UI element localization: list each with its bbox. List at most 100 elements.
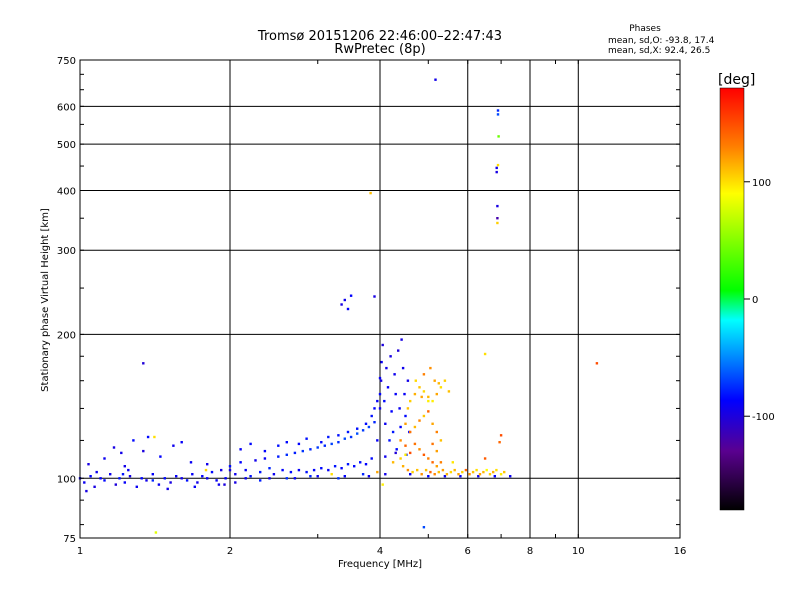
data-point	[263, 457, 267, 460]
data-point	[378, 392, 382, 396]
data-point	[404, 453, 407, 456]
data-point	[93, 485, 96, 488]
data-point	[384, 455, 387, 458]
data-point	[420, 473, 423, 476]
data-point	[201, 475, 204, 478]
data-point	[496, 113, 500, 116]
data-point	[180, 441, 183, 444]
data-point	[99, 477, 102, 480]
data-point	[411, 470, 414, 474]
data-point	[305, 470, 308, 474]
data-point	[281, 468, 284, 472]
data-point	[437, 470, 440, 474]
y-tick-label: 500	[57, 140, 76, 151]
data-point	[353, 465, 356, 468]
colorbar	[719, 87, 745, 511]
data-point	[151, 479, 154, 482]
data-point	[399, 457, 402, 460]
data-point	[457, 473, 460, 476]
data-point	[327, 468, 330, 472]
data-point	[121, 473, 125, 476]
data-point	[244, 468, 247, 472]
data-point	[397, 349, 400, 352]
data-point	[249, 475, 252, 478]
data-point	[509, 475, 512, 478]
data-point	[316, 446, 319, 449]
data-point	[595, 362, 599, 365]
colorbar-tick-label: 0	[752, 295, 758, 306]
data-point	[340, 303, 343, 306]
data-point	[316, 475, 319, 478]
data-point	[185, 479, 189, 482]
data-point	[323, 444, 326, 447]
data-point	[204, 468, 208, 472]
data-point	[370, 414, 373, 418]
data-point	[217, 483, 221, 486]
data-point	[83, 481, 86, 484]
data-point	[135, 485, 138, 488]
data-point	[492, 470, 495, 474]
data-point	[434, 78, 437, 81]
data-point	[239, 461, 242, 464]
data-point	[376, 399, 379, 403]
data-point	[427, 475, 430, 478]
data-point	[488, 473, 492, 476]
data-point	[431, 399, 434, 403]
data-point	[259, 470, 262, 474]
data-point	[234, 473, 237, 476]
data-point	[228, 468, 232, 472]
data-point	[109, 473, 112, 476]
data-point	[361, 473, 365, 476]
data-point	[422, 526, 426, 529]
data-point	[309, 475, 312, 478]
data-point	[376, 470, 379, 474]
data-point	[349, 435, 353, 439]
data-point	[409, 473, 412, 476]
data-point	[468, 473, 471, 476]
data-point	[228, 465, 232, 468]
data-point	[378, 376, 382, 380]
data-point	[196, 481, 199, 484]
data-point	[123, 481, 126, 484]
data-point	[381, 343, 384, 347]
data-point	[401, 465, 405, 468]
data-point	[142, 362, 145, 365]
data-point	[464, 468, 468, 472]
data-point	[406, 379, 410, 382]
data-point	[391, 461, 395, 464]
data-point	[95, 470, 98, 474]
y-tick-label: 600	[57, 102, 76, 113]
data-point	[118, 477, 121, 480]
data-point	[223, 483, 226, 486]
data-point	[340, 467, 343, 470]
data-point	[401, 366, 405, 370]
data-point	[482, 470, 485, 474]
data-point	[373, 295, 376, 298]
data-point	[367, 425, 371, 429]
data-point	[364, 422, 368, 425]
data-point	[277, 455, 280, 458]
data-point	[285, 453, 288, 456]
data-point	[394, 451, 397, 455]
x-tick-label: 6	[465, 546, 471, 557]
data-point	[180, 477, 183, 480]
data-point	[422, 453, 426, 456]
data-point	[496, 163, 500, 167]
data-point	[206, 477, 209, 480]
data-point	[297, 442, 301, 446]
data-point	[404, 414, 407, 418]
data-point	[435, 392, 438, 396]
data-point	[254, 459, 257, 462]
chart-title: Tromsø 20151206 22:46:00–22:47:43	[257, 29, 502, 44]
data-point	[483, 457, 487, 460]
data-point	[153, 435, 156, 439]
y-tick-label: 300	[57, 246, 76, 257]
data-point	[391, 430, 395, 434]
data-point	[381, 483, 384, 486]
data-point	[395, 448, 398, 451]
data-point	[191, 473, 194, 476]
data-point	[497, 135, 500, 138]
data-point	[337, 477, 340, 480]
stats-heading: Phases	[629, 24, 661, 34]
data-point	[435, 465, 438, 468]
